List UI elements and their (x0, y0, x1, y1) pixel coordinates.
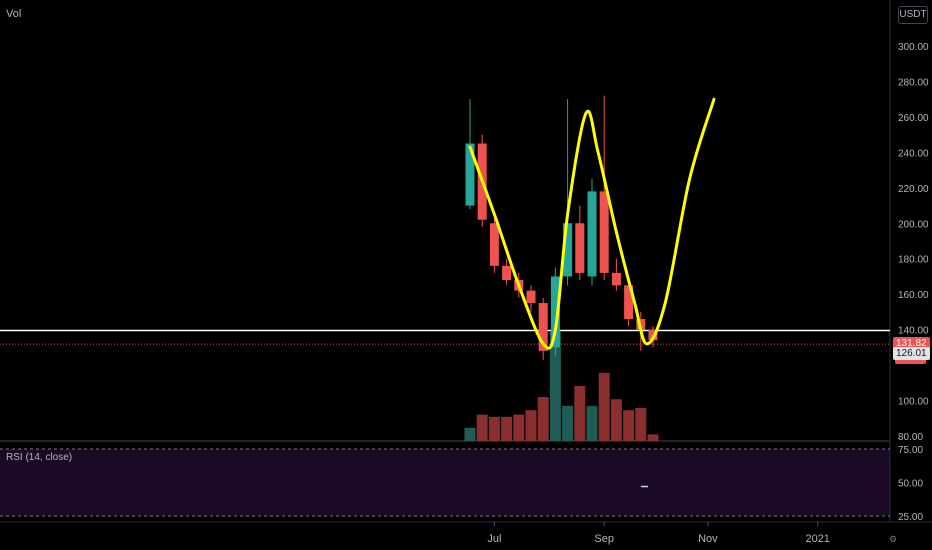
price-tick-label: 140.00 (898, 326, 929, 337)
candle-body (611, 272, 621, 286)
candle-body (563, 223, 573, 277)
price-tick-label: 280.00 (898, 77, 929, 88)
volume-bar (574, 386, 586, 441)
time-tick-label: Nov (698, 533, 718, 545)
volume-bar (488, 416, 500, 441)
volume-bar (610, 399, 622, 441)
time-tick-label: 2021 (805, 533, 829, 545)
price-tick-label: 220.00 (898, 184, 929, 195)
volume-bar (501, 416, 513, 441)
volume-bar (476, 414, 488, 441)
vol-label: Vol (6, 8, 22, 20)
volume-bar (537, 397, 549, 441)
volume-bar (525, 410, 537, 441)
price-tick-label: 100.00 (898, 397, 929, 408)
rsi-tick-label: 25.00 (898, 512, 923, 523)
price-tick-label: 200.00 (898, 219, 929, 230)
candle-body (587, 191, 597, 277)
candle-body (502, 265, 512, 280)
candle-body (648, 329, 658, 341)
price-tick-label: 160.00 (898, 290, 929, 301)
volume-bar (513, 414, 525, 441)
volume-bar (464, 427, 476, 441)
last-price-tag: 131.82 (893, 337, 930, 351)
horizontal-ray-price-tag: 126.01 (893, 347, 930, 361)
rsi-tick-label: 50.00 (898, 479, 923, 490)
candle-body (489, 223, 499, 266)
candle-body (538, 303, 548, 351)
candle-body (550, 276, 560, 348)
time-tick-label: Jul (487, 533, 501, 545)
currency-unit-button[interactable]: USDT (898, 6, 928, 24)
volume-bar (586, 405, 598, 441)
candle-body (526, 290, 536, 304)
volume-bar (562, 405, 574, 441)
candle-body (624, 285, 634, 319)
volume-bar (635, 408, 647, 441)
candle-body (575, 223, 585, 273)
volume-bar (623, 410, 635, 441)
time-tick-label: Sep (594, 533, 614, 545)
price-tick-label: 240.00 (898, 148, 929, 159)
candle-body (465, 143, 475, 206)
rsi-pane-background (0, 449, 890, 516)
price-tick-label: 80.00 (898, 432, 923, 443)
price-tick-label: 260.00 (898, 113, 929, 124)
candle-body (599, 191, 609, 273)
settings-icon[interactable]: ⚙ (889, 534, 898, 544)
rsi-title[interactable]: RSI (14, close) (6, 452, 73, 463)
volume-bar (647, 434, 659, 441)
volume-bar (549, 331, 561, 441)
price-tick-label: 180.00 (898, 255, 929, 266)
freehand-drawing (468, 97, 716, 350)
price-tick-label: 300.00 (898, 42, 929, 53)
rsi-tick-label: 75.00 (898, 445, 923, 456)
volume-bar (598, 372, 610, 441)
